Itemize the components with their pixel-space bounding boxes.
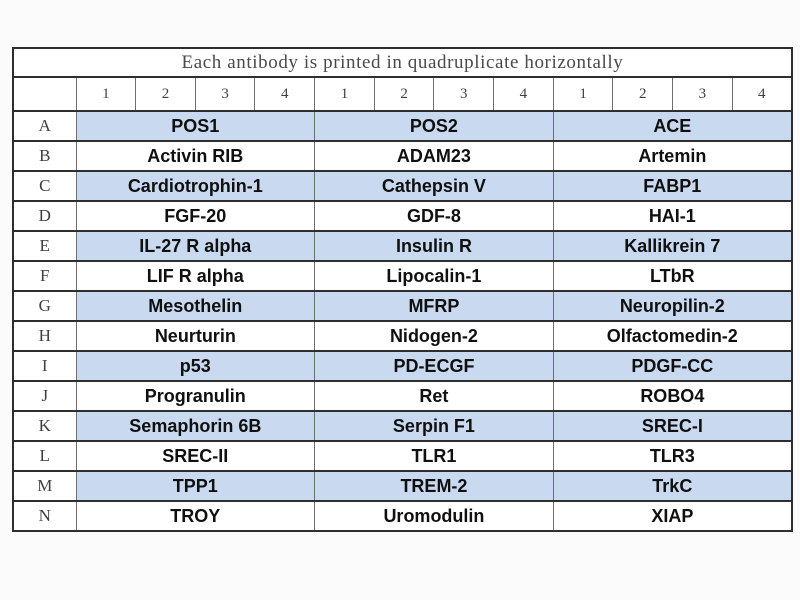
table-title-row: Each antibody is printed in quadruplicat… [12,47,793,78]
antibody-cell-E-1: IL-27 R alpha [75,230,316,262]
plate-row-B: B Activin RIB ADAM23 Artemin [12,140,793,172]
antibody-cell-I-3: PDGF-CC [552,350,793,382]
antibody-cell-A-3: ACE [552,110,793,142]
plate-rows: A POS1 POS2 ACE B Activin RIB ADAM23 Artemin C Ca… [12,110,793,532]
plate-row-N: N TROY Uromodulin XIAP [12,500,793,532]
row-label-F: F [12,260,77,292]
antibody-cell-N-1: TROY [75,500,316,532]
antibody-cell-C-1: Cardiotrophin-1 [75,170,316,202]
row-label-K: K [12,410,77,442]
row-label-D: D [12,200,77,232]
antibody-cell-L-2: TLR1 [314,440,554,472]
plate-row-G: G Mesothelin MFRP Neuropilin-2 [12,290,793,322]
antibody-cell-M-2: TREM-2 [314,470,554,502]
antibody-cell-I-2: PD-ECGF [314,350,554,382]
column-number-8: 4 [493,76,554,112]
antibody-cell-J-2: Ret [314,380,554,412]
column-number-1: 1 [75,76,137,112]
antibody-cell-C-3: FABP1 [552,170,793,202]
table-title: Each antibody is printed in quadruplicat… [12,47,793,78]
antibody-cell-B-2: ADAM23 [314,140,554,172]
column-number-4: 4 [254,76,316,112]
row-label-A: A [12,110,77,142]
antibody-cell-B-3: Artemin [552,140,793,172]
antibody-array-layout-table: Each antibody is printed in quadruplicat… [12,47,793,532]
antibody-cell-H-2: Nidogen-2 [314,320,554,352]
antibody-cell-D-3: HAI-1 [552,200,793,232]
antibody-cell-J-3: ROBO4 [552,380,793,412]
antibody-cell-D-1: FGF-20 [75,200,316,232]
antibody-cell-C-2: Cathepsin V [314,170,554,202]
row-label-I: I [12,350,77,382]
antibody-cell-K-3: SREC-I [552,410,793,442]
antibody-cell-F-2: Lipocalin-1 [314,260,554,292]
row-label-G: G [12,290,77,322]
antibody-cell-B-1: Activin RIB [75,140,316,172]
column-number-2: 2 [135,76,196,112]
plate-row-C: C Cardiotrophin-1 Cathepsin V FABP1 [12,170,793,202]
plate-row-M: M TPP1 TREM-2 TrkC [12,470,793,502]
column-number-10: 2 [612,76,674,112]
corner-cell [12,76,77,112]
antibody-cell-H-1: Neurturin [75,320,316,352]
antibody-cell-M-1: TPP1 [75,470,316,502]
plate-row-F: F LIF R alpha Lipocalin-1 LTbR [12,260,793,292]
row-label-M: M [12,470,77,502]
plate-row-J: J Progranulin Ret ROBO4 [12,380,793,412]
plate-row-H: H Neurturin Nidogen-2 Olfactomedin-2 [12,320,793,352]
antibody-cell-H-3: Olfactomedin-2 [552,320,793,352]
row-label-B: B [12,140,77,172]
antibody-cell-G-3: Neuropilin-2 [552,290,793,322]
plate-row-K: K Semaphorin 6B Serpin F1 SREC-I [12,410,793,442]
antibody-cell-L-3: TLR3 [552,440,793,472]
antibody-cell-G-2: MFRP [314,290,554,322]
plate-row-D: D FGF-20 GDF-8 HAI-1 [12,200,793,232]
column-number-6: 2 [373,76,435,112]
antibody-cell-A-2: POS2 [314,110,554,142]
column-number-7: 3 [433,76,495,112]
antibody-cell-N-3: XIAP [552,500,793,532]
antibody-cell-I-1: p53 [75,350,316,382]
antibody-cell-K-1: Semaphorin 6B [75,410,316,442]
antibody-cell-G-1: Mesothelin [75,290,316,322]
row-label-N: N [12,500,77,532]
row-label-C: C [12,170,77,202]
row-label-J: J [12,380,77,412]
column-number-11: 3 [672,76,733,112]
antibody-cell-D-2: GDF-8 [314,200,554,232]
antibody-cell-M-3: TrkC [552,470,793,502]
antibody-cell-E-3: Kallikrein 7 [552,230,793,262]
plate-row-A: A POS1 POS2 ACE [12,110,793,142]
row-label-L: L [12,440,77,472]
antibody-cell-F-3: LTbR [552,260,793,292]
antibody-cell-N-2: Uromodulin [314,500,554,532]
antibody-cell-L-1: SREC-II [75,440,316,472]
column-number-5: 1 [314,76,375,112]
row-label-H: H [12,320,77,352]
column-number-12: 4 [731,76,793,112]
antibody-cell-E-2: Insulin R [314,230,554,262]
antibody-cell-F-1: LIF R alpha [75,260,316,292]
antibody-cell-J-1: Progranulin [75,380,316,412]
antibody-cell-A-1: POS1 [75,110,316,142]
plate-row-E: E IL-27 R alpha Insulin R Kallikrein 7 [12,230,793,262]
row-label-E: E [12,230,77,262]
plate-row-L: L SREC-II TLR1 TLR3 [12,440,793,472]
column-number-9: 1 [552,76,614,112]
antibody-cell-K-2: Serpin F1 [314,410,554,442]
column-number-3: 3 [194,76,256,112]
